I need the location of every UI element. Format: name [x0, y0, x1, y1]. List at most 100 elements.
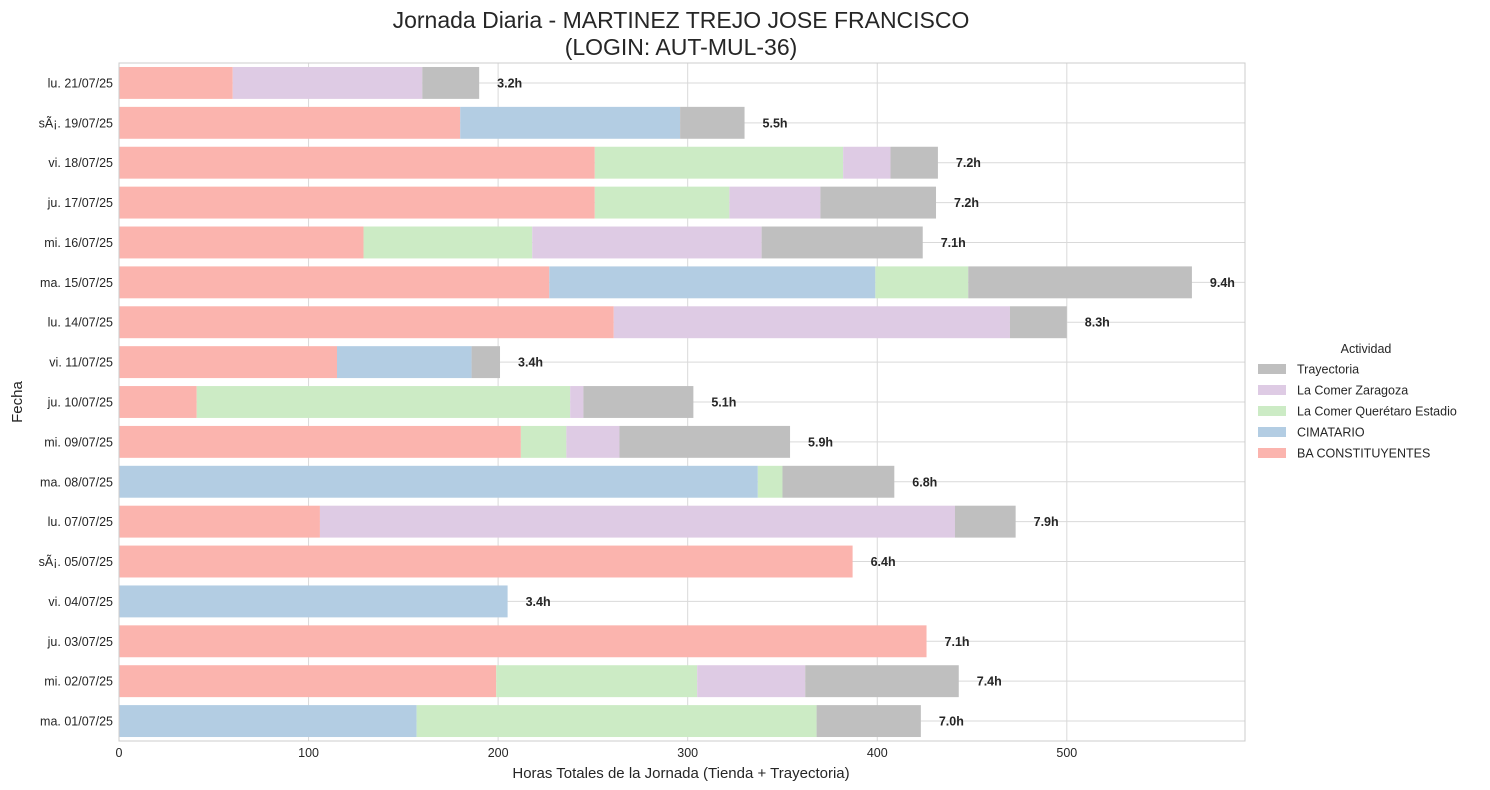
- y-tick-label: lu. 21/07/25: [48, 76, 113, 90]
- bar-segment: [119, 306, 614, 339]
- bar-segment: [471, 346, 501, 379]
- data-label: 3.4h: [526, 595, 551, 609]
- x-tick-label: 100: [298, 746, 319, 760]
- bar-segment: [119, 266, 550, 299]
- bar-segment: [697, 665, 806, 698]
- y-tick-label: vi. 11/07/25: [49, 356, 113, 370]
- data-label: 6.8h: [912, 475, 937, 489]
- y-axis-label: Fecha: [9, 381, 26, 423]
- bar-segment: [460, 106, 681, 139]
- bar-segment: [583, 386, 694, 418]
- bar-segment: [890, 146, 938, 179]
- data-label: 9.4h: [1210, 276, 1235, 290]
- bar-segment: [594, 146, 844, 179]
- bar-segment: [416, 705, 817, 738]
- bar-segment: [549, 266, 876, 299]
- y-tick-label: mi. 16/07/25: [44, 236, 113, 250]
- plot-frame: [118, 62, 1246, 742]
- x-tick-label: 500: [1056, 746, 1077, 760]
- legend: Actividad Trayectoria La Comer Zaragoza La…: [1258, 342, 1457, 461]
- bar-segment: [757, 465, 783, 498]
- bar-segment: [319, 505, 955, 538]
- bar-segment: [1009, 306, 1067, 339]
- bar-segment: [119, 425, 521, 458]
- bar-segment: [680, 106, 745, 139]
- bar-segment: [119, 665, 497, 698]
- y-tick-label: sÃ¡. 19/07/25: [39, 116, 113, 130]
- x-tick-label: 400: [867, 746, 888, 760]
- data-label: 5.5h: [763, 116, 788, 130]
- legend-swatch: [1258, 427, 1286, 437]
- bar-segment: [119, 386, 197, 418]
- y-tick-label: mi. 09/07/25: [44, 435, 113, 449]
- bar-segment: [119, 66, 233, 99]
- bar-segment: [336, 346, 472, 379]
- bar-segment: [566, 425, 620, 458]
- y-tick-label: sÃ¡. 05/07/25: [39, 555, 113, 569]
- legend-label: Trayectoria: [1297, 363, 1359, 377]
- bar-segment: [816, 705, 921, 738]
- x-tick-label: 200: [488, 746, 509, 760]
- data-label: 7.9h: [1034, 515, 1059, 529]
- legend-swatch: [1258, 406, 1286, 416]
- y-tick-label: ma. 01/07/25: [40, 715, 113, 729]
- bar-segment: [363, 226, 533, 259]
- data-label: 7.0h: [939, 715, 964, 729]
- legend-label: La Comer Zaragoza: [1297, 384, 1408, 398]
- x-tick-label: 300: [677, 746, 698, 760]
- bar-segment: [613, 306, 1010, 339]
- bar-segment: [119, 465, 758, 498]
- legend-swatch: [1258, 364, 1286, 374]
- bar-segment: [520, 425, 567, 458]
- data-label: 8.3h: [1085, 316, 1110, 330]
- y-tick-label: ju. 10/07/25: [47, 396, 113, 410]
- bar-segment: [119, 505, 320, 538]
- legend-label: BA CONSTITUYENTES: [1297, 447, 1430, 461]
- data-label: 7.2h: [954, 196, 979, 210]
- bar-segment: [570, 386, 584, 418]
- legend-swatch: [1258, 448, 1286, 458]
- y-tick-label: vi. 04/07/25: [48, 595, 113, 609]
- legend-swatch: [1258, 385, 1286, 395]
- chart-subtitle: (LOGIN: AUT-MUL-36): [565, 34, 798, 60]
- bar-segment: [119, 346, 337, 379]
- bar-segment: [196, 386, 571, 418]
- bar-segment: [119, 545, 853, 578]
- bar-segment: [119, 625, 927, 658]
- bar-segment: [805, 665, 959, 698]
- legend-label: La Comer Querétaro Estadio: [1297, 405, 1457, 419]
- y-tick-label: ma. 08/07/25: [40, 475, 113, 489]
- data-label: 7.4h: [977, 675, 1002, 689]
- bar-segment: [119, 705, 417, 738]
- bar-segment: [820, 186, 937, 219]
- bar-segment: [119, 106, 461, 139]
- bar-segment: [496, 665, 698, 698]
- bar-segment: [422, 66, 480, 99]
- bar-segment: [782, 465, 895, 498]
- legend-label: CIMATARIO: [1297, 426, 1365, 440]
- plot-area: 0 100 200 300 400 500 lu. 21/07/25 sÃ¡. 19/07/2…: [39, 62, 1246, 760]
- data-label: 7.1h: [945, 635, 970, 649]
- data-label: 7.1h: [941, 236, 966, 250]
- y-tick-label: ju. 17/07/25: [47, 196, 113, 210]
- bar-segment: [843, 146, 891, 179]
- x-tick-label: 0: [116, 746, 123, 760]
- bar-segment: [594, 186, 730, 219]
- y-tick-label: mi. 02/07/25: [44, 675, 113, 689]
- y-tick-label: vi. 18/07/25: [48, 156, 113, 170]
- y-tick-label: lu. 14/07/25: [48, 316, 113, 330]
- bar-segment: [232, 66, 423, 99]
- bar-segment: [968, 266, 1192, 299]
- data-label: 5.9h: [808, 435, 833, 449]
- bar-segment: [875, 266, 969, 299]
- data-label: 3.2h: [497, 76, 522, 90]
- bar-segment: [119, 226, 364, 259]
- data-label: 6.4h: [871, 555, 896, 569]
- bar-segment: [532, 226, 762, 259]
- bar-segment: [119, 186, 595, 219]
- bar-segment: [119, 146, 595, 179]
- legend-title: Actividad: [1341, 342, 1392, 356]
- bar-segment: [729, 186, 821, 219]
- bar-segment: [619, 425, 791, 458]
